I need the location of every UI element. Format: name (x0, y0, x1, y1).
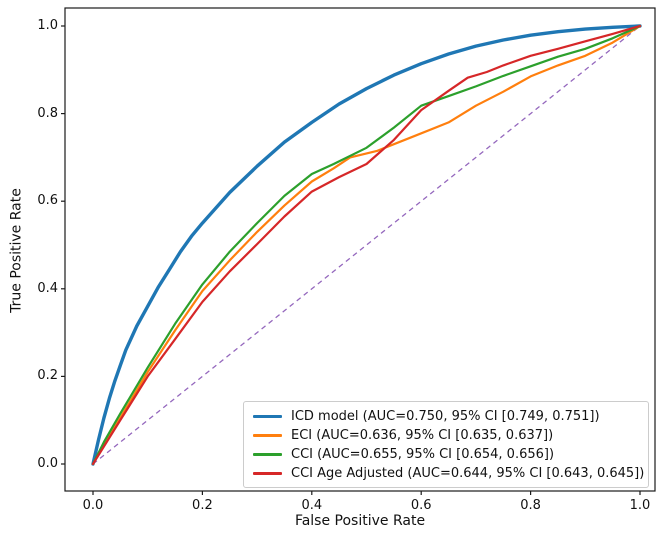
chance-diagonal-line (92, 25, 641, 465)
legend-line-swatch (253, 453, 282, 456)
legend-item: ICD model (AUC=0.750, 95% CI [0.749, 0.7… (253, 407, 639, 426)
roc-curve-0 (91, 24, 642, 466)
legend-item-label: CCI Age Adjusted (AUC=0.644, 95% CI [0.6… (291, 466, 645, 481)
roc-curve-1 (91, 24, 642, 466)
roc-curve-2 (91, 24, 642, 466)
legend: ICD model (AUC=0.750, 95% CI [0.749, 0.7… (243, 401, 649, 488)
x-tick-label: 0.6 (410, 498, 432, 513)
legend-item: CCI (AUC=0.655, 95% CI [0.654, 0.656]) (253, 445, 639, 464)
x-axis-label: False Positive Rate (294, 513, 426, 529)
axes-spines (64, 7, 656, 492)
x-tick-label: 0.4 (301, 498, 323, 513)
y-tick-label: 0.4 (37, 280, 58, 296)
y-tick-label: 0.6 (37, 193, 58, 209)
y-tick-label: 0.2 (37, 368, 58, 384)
legend-line-swatch (253, 434, 282, 437)
x-tick-label: 1.0 (629, 498, 651, 513)
legend-item-label: CCI (AUC=0.655, 95% CI [0.654, 0.656]) (291, 447, 555, 462)
x-tick-label: 0.2 (192, 498, 213, 513)
y-tick-label: 0.8 (37, 105, 58, 121)
x-tick-label: 0.8 (520, 498, 541, 513)
y-tick-label: 0.0 (37, 456, 58, 471)
y-tick-label: 1.0 (37, 18, 58, 33)
roc-curve-3 (91, 24, 642, 466)
legend-item-label: ECI (AUC=0.636, 95% CI [0.635, 0.637]) (291, 428, 554, 443)
legend-item: CCI Age Adjusted (AUC=0.644, 95% CI [0.6… (253, 464, 644, 483)
legend-line-swatch (253, 414, 282, 419)
legend-item-label: ICD model (AUC=0.750, 95% CI [0.749, 0.7… (291, 409, 600, 424)
legend-line-swatch (253, 472, 282, 475)
y-axis-label: True Positive Rate (8, 188, 25, 313)
legend-item: ECI (AUC=0.636, 95% CI [0.635, 0.637]) (253, 426, 639, 445)
x-tick-label: 0.0 (82, 498, 104, 513)
